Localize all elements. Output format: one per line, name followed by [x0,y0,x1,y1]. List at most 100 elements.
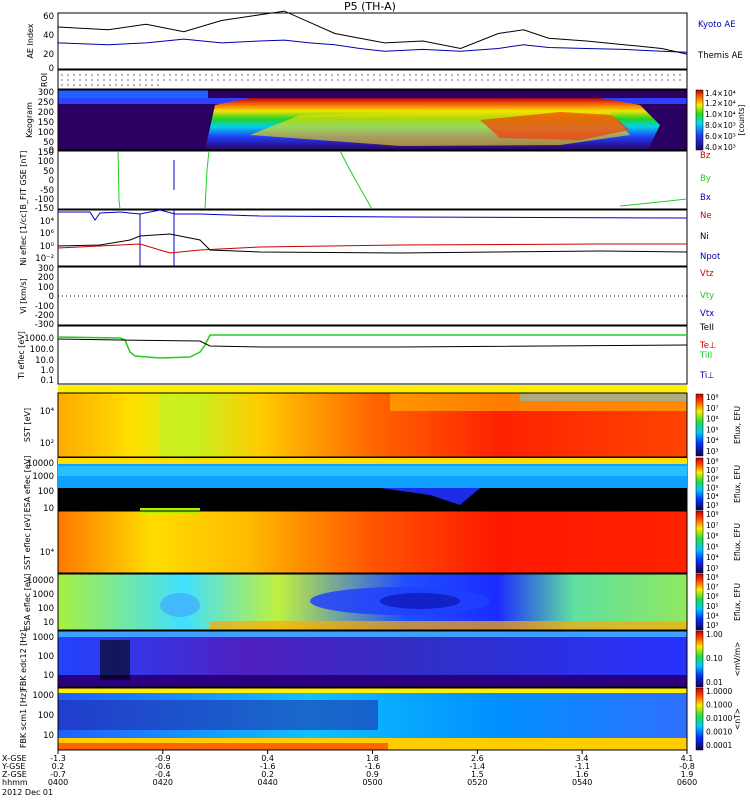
tick: 100 [38,283,54,293]
x-row-label: Z-GSE [2,770,27,779]
roi-dot [163,74,165,76]
legend-bz: Bz [700,151,711,161]
x-tick-label: -1.1 [574,762,590,771]
roi-dot [115,74,117,76]
cb-tick: 10⁵ [706,602,719,611]
roi-dot [193,79,195,81]
roi-dot [343,79,345,81]
cb-tick: 10³ [706,621,719,630]
legend-npot: Npot [700,252,721,262]
tick: -50 [40,186,54,196]
roi-dot [217,74,219,76]
tick: 300 [38,88,54,98]
roi-dot [211,74,213,76]
tick: 100 [38,487,54,497]
roi-dot [265,74,267,76]
cb-label-1: Eflux, EFU [733,465,742,503]
ylabel-keogram: Keogram [25,102,34,138]
roi-dot [139,79,141,81]
roi-dot [607,74,609,76]
x-tick-label: 0.2 [261,770,274,779]
tick: -150 [35,204,54,214]
roi-dot [229,74,231,76]
roi-dot [511,74,513,76]
roi-dot [217,79,219,81]
ylabel-fbk-b: FBK scm1 [Hz] [19,690,28,748]
roi-dot [79,79,81,81]
tick: 10 [43,504,54,514]
panel-esa-i: ESA eflec [eV] 10000 1000 100 10 [23,573,688,631]
x-tick-label: 1.8 [366,754,379,763]
roi-dot [523,79,525,81]
roi-dot [589,74,591,76]
cb-tick: 10⁷ [706,404,719,413]
roi-dot [121,84,123,86]
roi-dot [61,74,63,76]
roi-dot [475,74,477,76]
roi-dot [379,79,381,81]
x-tick-label: 0440 [257,778,277,787]
roi-dot [649,74,651,76]
roi-dot [415,74,417,76]
tick: 60 [43,12,54,22]
cb-label-0: Eflux, EFU [733,406,742,444]
roi-dot [637,79,639,81]
legend-ni: Ni [700,232,709,242]
roi-dot [319,79,321,81]
roi-dot [271,79,273,81]
tick: 100 [38,128,54,138]
x-row-label: Y-GSE [1,762,25,771]
roi-dot [325,79,327,81]
roi-dot [625,74,627,76]
cb-tick: 10⁶ [706,475,719,484]
tick: 50 [43,167,54,177]
roi-dot [679,74,681,76]
roi-dot [151,74,153,76]
roi-dot [97,79,99,81]
roi-dot [553,79,555,81]
panel-density: Ni eflec [1/cc] 10⁴ 10⁶ 10⁰ 10⁻² Ne Ni N… [19,209,721,267]
roi-dot [79,84,81,86]
roi-dot [361,74,363,76]
roi-dot [283,79,285,81]
panel-esa-e: ESA eflec [eV] 10000 1000 100 10 [23,456,688,514]
roi-dot [307,79,309,81]
panel-sst-i: SST eflec [eV] 10⁴ [23,508,688,574]
panel-roi: ROI [40,69,688,90]
roi-dot [133,74,135,76]
cb-tick: 10⁷ [706,583,719,592]
panel-ae: AE Index 60 40 20 0 Kyoto AE Themis AE [26,10,743,74]
roi-dot [199,74,201,76]
roi-dot [547,74,549,76]
roi-dot [655,79,657,81]
cb-tick: 10⁵ [706,425,719,434]
roi-dot [295,79,297,81]
roi-dot [637,74,639,76]
roi-dot [313,79,315,81]
cb-tick: 1.4×10⁴ [705,89,736,98]
x-row-label: X-GSE [2,754,27,763]
cb-tick: 10³ [706,501,719,510]
roi-dot [475,79,477,81]
tick: 1000 [32,633,54,643]
tick: 1000.0 [24,334,54,344]
roi-dot [451,74,453,76]
roi-dot [337,79,339,81]
legend-tell: TeII [699,323,714,333]
ylabel-sst-i: SST eflec [eV] [23,514,32,570]
roi-dot [643,79,645,81]
roi-dot [541,74,543,76]
roi-dot [199,79,201,81]
cb-tick: 10⁴ [706,611,719,620]
cb-tick: 8.0×10³ [705,121,736,130]
x-row-label: hhmm [2,778,28,787]
roi-dot [469,74,471,76]
roi-dot [373,79,375,81]
x-tick-label: 1.5 [471,770,484,779]
roi-dot [541,79,543,81]
roi-dot [109,79,111,81]
roi-dot [331,79,333,81]
roi-dot [193,74,195,76]
roi-dot [367,79,369,81]
roi-dot [619,74,621,76]
